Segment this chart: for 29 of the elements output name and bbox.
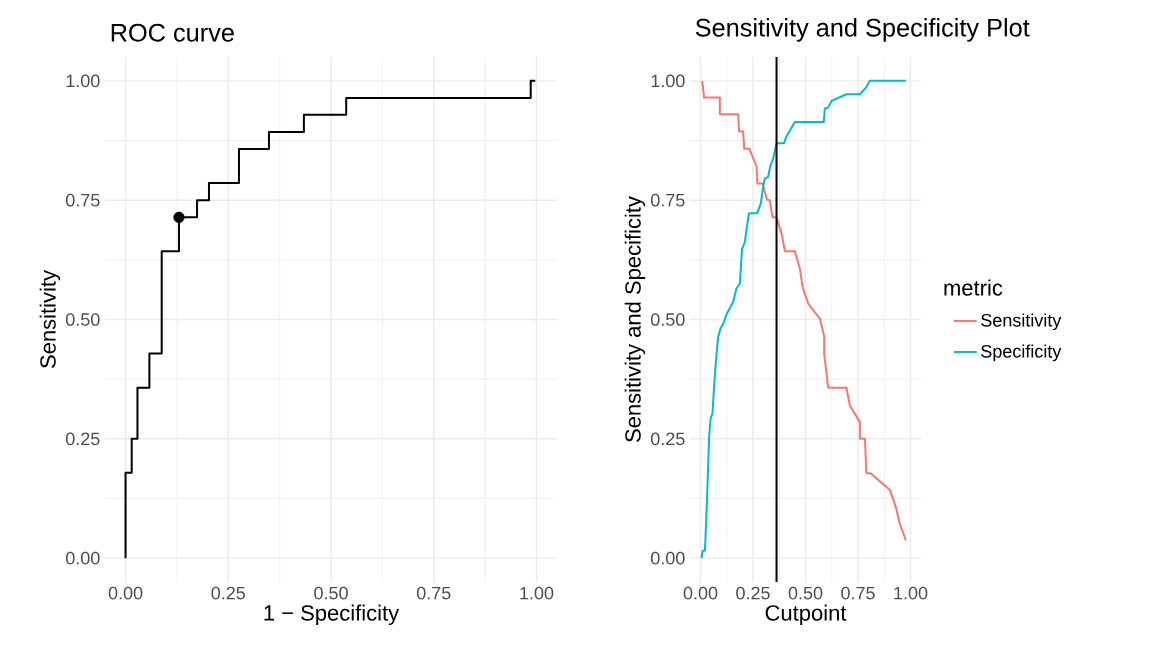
x-tick-label: 0.00 [108, 586, 143, 600]
chart-title: ROC curve [111, 23, 234, 42]
y-tick-label: 1.00 [651, 74, 685, 88]
y-tick-label: 0.75 [650, 193, 685, 207]
x-tick-label: 0.00 [683, 586, 718, 600]
x-tick-label: 1.00 [894, 586, 928, 600]
legend-title: metric [944, 279, 1003, 296]
y-tick-label: 0.00 [65, 551, 100, 565]
y-tick-label: 0.25 [650, 432, 685, 446]
x-axis-title: Cutpoint [765, 604, 847, 626]
x-tick-label: 0.50 [314, 586, 348, 600]
y-tick-label: 0.00 [650, 551, 685, 565]
x-tick-label: 1.00 [520, 586, 554, 600]
y-tick-label: 0.25 [65, 432, 100, 446]
x-tick-label: 0.75 [416, 586, 451, 600]
x-tick-label: 0.75 [841, 586, 875, 600]
legend-label: Sensitivity [981, 313, 1062, 331]
y-tick-label: 0.50 [65, 313, 100, 326]
x-tick-label: 0.25 [736, 586, 770, 600]
y-tick-label: 1.00 [66, 74, 100, 88]
x-axis-title: 1 − Specificity [264, 604, 400, 626]
legend-label: Specificity [981, 344, 1062, 362]
y-axis-title: Sensitivity and Specificity [624, 196, 646, 442]
chart-title: Sensitivity and Specificity Plot [695, 18, 1030, 42]
x-tick-label: 0.25 [211, 586, 246, 600]
x-tick-label: 0.50 [788, 586, 823, 600]
y-tick-label: 0.75 [65, 193, 100, 207]
y-tick-label: 0.50 [650, 313, 685, 326]
y-axis-title: Sensitivity [39, 270, 61, 369]
